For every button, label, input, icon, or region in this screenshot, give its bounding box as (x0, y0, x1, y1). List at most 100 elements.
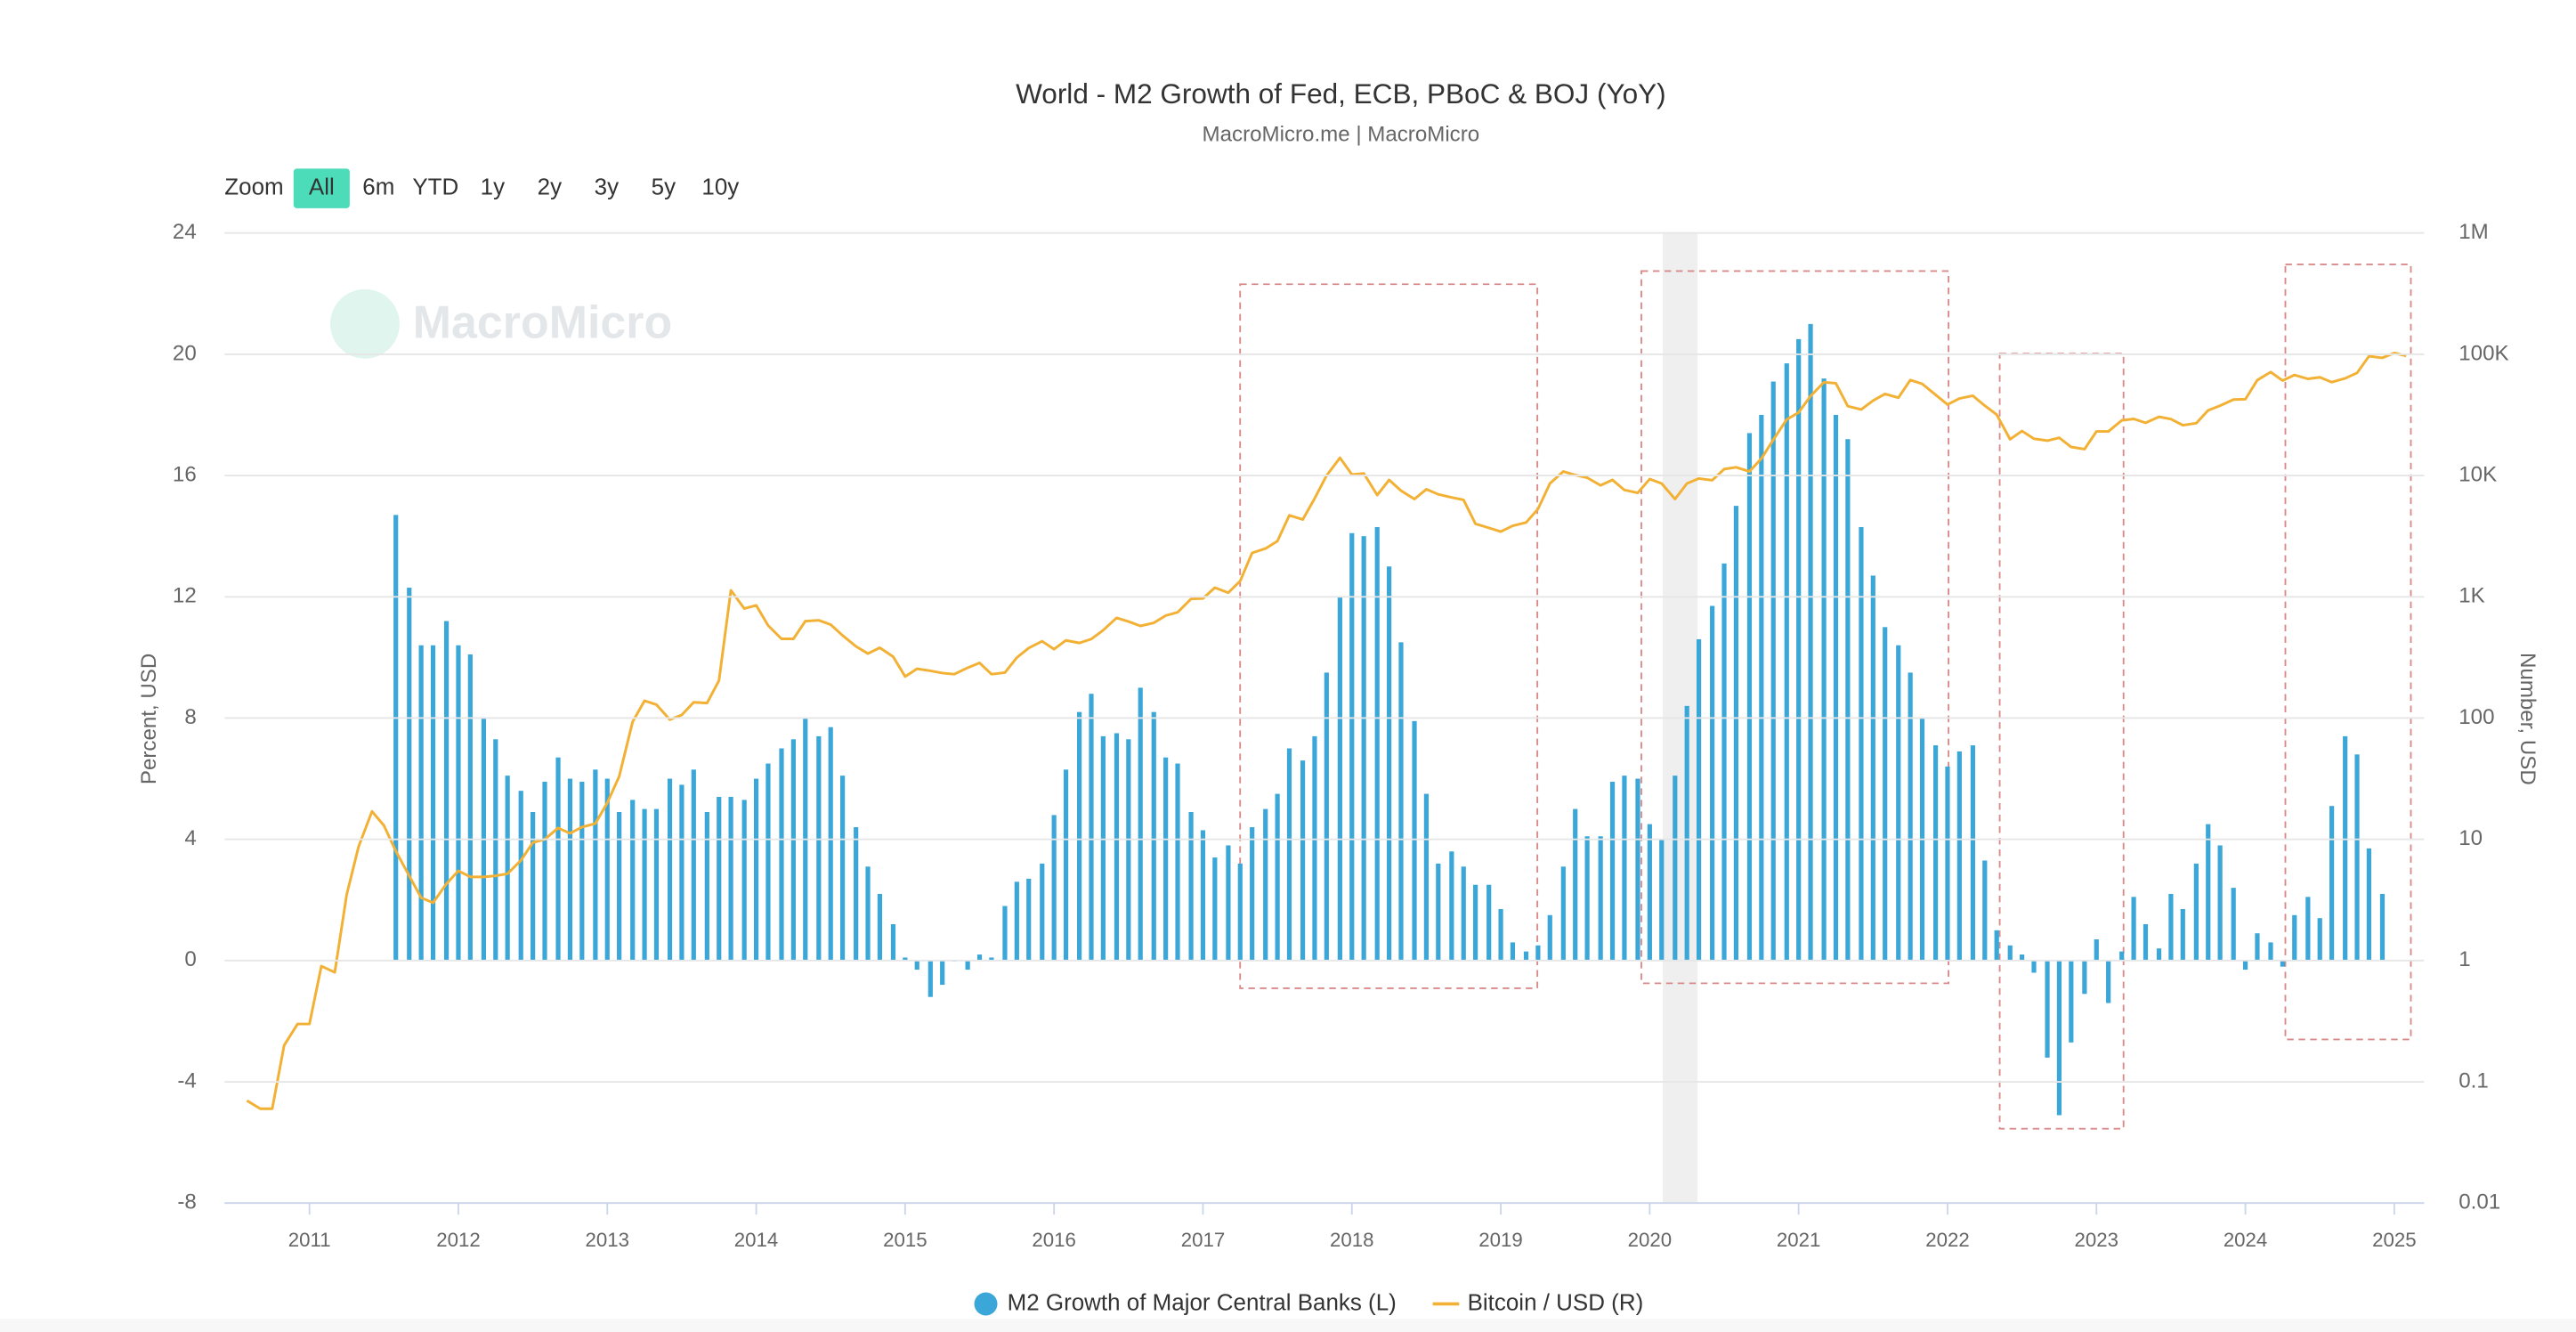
bar (2231, 888, 2236, 961)
bar (1535, 945, 1541, 961)
bar (1659, 839, 1665, 961)
bar (865, 866, 871, 961)
highlight-box (1640, 270, 1949, 985)
bar (779, 748, 784, 961)
range-button-label[interactable]: 3y (595, 173, 619, 199)
bar (617, 812, 622, 961)
bar (2255, 933, 2260, 961)
x-tick-label: 2017 (1181, 1229, 1225, 1251)
bar (1859, 526, 1864, 961)
bar (1746, 433, 1753, 961)
bar (1473, 884, 1478, 961)
y2-tick-label: 0.1 (2459, 1068, 2489, 1092)
bar (2366, 848, 2372, 961)
bar (1361, 536, 1366, 961)
x-tick-label: 2012 (436, 1229, 480, 1251)
bar (1733, 506, 1738, 961)
bar (2268, 942, 2273, 961)
range-button-label[interactable]: 6m (362, 173, 394, 199)
range-button[interactable]: 2y (522, 168, 578, 208)
bar (903, 957, 908, 961)
bar (1237, 863, 1243, 961)
bar (567, 778, 573, 961)
bar (1300, 760, 1306, 961)
bar (854, 827, 859, 961)
bar (1386, 566, 1392, 961)
range-button[interactable]: 1y (465, 168, 521, 208)
bar (965, 960, 970, 971)
bar (1250, 827, 1255, 961)
bar (1609, 781, 1616, 961)
legend-item[interactable]: Bitcoin / USD (R) (1432, 1288, 1644, 1315)
bar (505, 776, 510, 961)
bar (1573, 808, 1578, 961)
legend-swatch[interactable] (974, 1292, 998, 1316)
bar (1796, 338, 1802, 961)
range-button[interactable]: 6m (351, 168, 407, 208)
bar (989, 957, 994, 961)
range-button[interactable]: 5y (636, 168, 692, 208)
zoom-label: Zoom (224, 173, 283, 199)
plot-area (246, 323, 2407, 1116)
bar (679, 784, 685, 961)
bar (1647, 824, 1652, 961)
bar (1275, 793, 1280, 961)
x-tick-label: 2023 (2075, 1229, 2118, 1251)
bar (2292, 914, 2297, 961)
x-tick-label: 2025 (2372, 1229, 2416, 1251)
bar (1908, 672, 1913, 961)
bar (2020, 954, 2025, 961)
y2-tick-label: 100K (2459, 341, 2508, 365)
bar (2180, 908, 2185, 961)
bar (1673, 776, 1678, 961)
bar (2119, 951, 2125, 961)
range-button[interactable]: YTD (408, 168, 464, 208)
legend-label[interactable]: Bitcoin / USD (R) (1468, 1288, 1644, 1315)
bar (2069, 960, 2074, 1043)
range-button-label[interactable]: YTD (412, 173, 458, 199)
watermark: MacroMicro (413, 296, 672, 348)
bar (467, 654, 473, 961)
x-tick-label: 2022 (1925, 1229, 1969, 1251)
bar (1100, 735, 1106, 961)
x-tick-label: 2019 (1478, 1229, 1522, 1251)
bar (1883, 627, 1888, 961)
bar (1498, 908, 1503, 961)
range-button[interactable]: 3y (579, 168, 635, 208)
y-tick-label: 20 (173, 341, 197, 365)
range-button-label[interactable]: 5y (652, 173, 676, 199)
legend-item[interactable]: M2 Growth of Major Central Banks (L) (974, 1288, 1397, 1316)
bar (518, 791, 523, 961)
bar (493, 739, 498, 961)
bar (741, 800, 747, 961)
bar (816, 735, 822, 961)
bar (2242, 960, 2248, 971)
bar (1051, 815, 1057, 961)
bar (418, 645, 424, 961)
y2-tick-label: 100 (2459, 705, 2494, 729)
range-button-label[interactable]: 10y (701, 173, 739, 199)
range-button-label[interactable]: 2y (538, 173, 562, 199)
legend-label[interactable]: M2 Growth of Major Central Banks (L) (1008, 1288, 1397, 1315)
bar (1349, 532, 1355, 961)
x-tick-label: 2015 (883, 1229, 927, 1251)
range-button-bg[interactable] (293, 168, 350, 208)
bar (1870, 575, 1875, 961)
bar (1560, 866, 1566, 961)
bar (1212, 857, 1218, 961)
range-button[interactable]: 10y (693, 168, 749, 208)
x-tick-label: 2013 (586, 1229, 629, 1251)
bar (2329, 806, 2335, 961)
bar (642, 808, 647, 961)
range-button-label[interactable]: 1y (481, 173, 505, 199)
range-button-label[interactable]: All (309, 173, 335, 199)
bar (828, 727, 833, 961)
y2-tick-label: 0.01 (2459, 1190, 2500, 1214)
y-tick-label: 12 (173, 584, 197, 608)
range-button[interactable]: All (293, 168, 350, 208)
bar (2193, 863, 2199, 961)
bar (1845, 439, 1851, 961)
bar (2007, 945, 2013, 961)
bar (579, 781, 585, 961)
